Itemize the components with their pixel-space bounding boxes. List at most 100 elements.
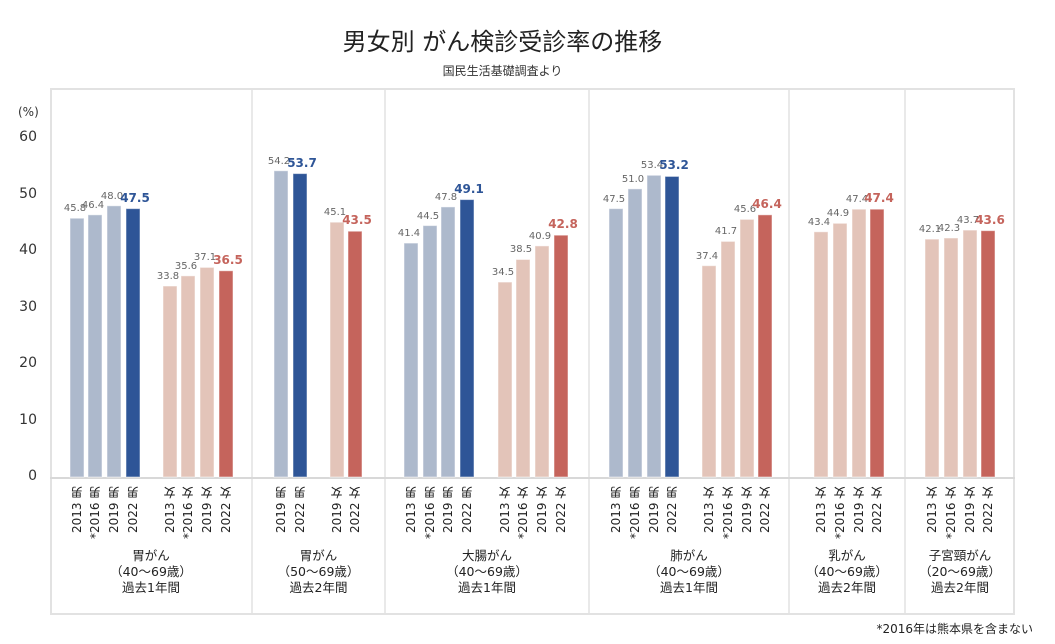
category-label: 2022 男	[126, 487, 140, 534]
category-label: 2019 男	[647, 487, 661, 534]
data-label: 54.2	[267, 155, 291, 167]
section-label: 子宮頸がん （20～69歳） 過去2年間	[919, 548, 1001, 595]
data-label: 49.1	[454, 181, 484, 196]
data-label: 37.1	[193, 252, 217, 264]
data-label: 43.5	[342, 213, 372, 228]
data-label: 42.3	[937, 223, 961, 234]
footnote: *2016年は熊本県を含まない	[876, 622, 1033, 636]
bar-female	[962, 229, 978, 478]
bar-female	[739, 218, 755, 478]
data-label: 47.8	[434, 191, 458, 203]
bar-male	[125, 208, 141, 478]
category-label: 2013 女	[498, 487, 512, 534]
data-label: 47.4	[864, 191, 894, 206]
section-label: 胃がん （50～69歳） 過去2年間	[277, 548, 360, 595]
bar-male	[608, 208, 624, 478]
y-axis-label: (%)	[18, 105, 39, 119]
bar-male	[106, 205, 122, 478]
data-label: 51.0	[621, 173, 645, 185]
category-label: 2013 女	[814, 487, 828, 534]
category-label: 2022 男	[460, 487, 474, 534]
bar-male	[664, 175, 680, 478]
bar-male	[403, 242, 419, 478]
bar-female	[553, 234, 569, 478]
data-label: 48.0	[100, 190, 124, 202]
data-label: 41.4	[397, 228, 421, 240]
y-tick-label: 40	[19, 242, 37, 258]
data-label: 42.8	[548, 217, 578, 232]
plot-area	[50, 88, 1015, 615]
category-label: 2019 女	[330, 487, 344, 534]
data-label: 45.6	[733, 204, 757, 216]
data-label: 44.5	[416, 210, 440, 222]
bar-female	[347, 230, 363, 478]
bar-female	[851, 208, 867, 478]
bar-female	[813, 231, 829, 478]
category-label: 2013 女	[163, 487, 177, 534]
category-label: *2016 女	[833, 487, 847, 540]
data-label: 53.7	[287, 155, 317, 170]
bar-female	[199, 266, 215, 478]
data-label: 45.8	[63, 203, 87, 215]
section-label: 乳がん （40～69歳） 過去2年間	[806, 548, 888, 595]
data-label: 36.5	[213, 252, 243, 267]
bar-female	[701, 265, 717, 478]
bar-female	[757, 214, 773, 478]
y-tick-label: 0	[28, 468, 37, 484]
chart-subtitle: 国民生活基礎調査より	[442, 64, 563, 78]
category-label: 2019 女	[852, 487, 866, 534]
y-tick-label: 20	[19, 355, 37, 371]
bar-female	[534, 245, 550, 478]
bar-male	[440, 206, 456, 478]
bar-male	[292, 173, 308, 478]
chart-title: 男女別 がん検診受診率の推移	[342, 28, 663, 56]
section-label: 大腸がん （40～69歳） 過去1年間	[446, 548, 528, 595]
category-label: 2013 男	[404, 487, 418, 534]
category-label: 2019 男	[441, 487, 455, 534]
bar-female	[832, 222, 848, 478]
bar-male	[627, 188, 643, 478]
data-label: 45.1	[323, 207, 347, 219]
category-label: 2019 男	[107, 487, 121, 534]
category-label: 2013 男	[609, 487, 623, 534]
category-label: *2016 男	[423, 487, 437, 540]
data-label: 34.5	[491, 267, 515, 279]
category-label: 2013 男	[70, 487, 84, 534]
bar-male	[69, 217, 85, 478]
bar-female	[869, 208, 885, 478]
category-label: 2022 男	[665, 487, 679, 534]
bar-male	[646, 174, 662, 478]
y-tick-label: 50	[19, 185, 37, 202]
bar-male	[273, 170, 289, 478]
bar-female	[329, 221, 345, 478]
category-label: 2022 女	[348, 487, 362, 534]
data-label: 35.6	[174, 260, 198, 272]
category-label: 2022 女	[981, 487, 995, 534]
section-label: 肺がん （40～69歳） 過去1年間	[648, 548, 730, 595]
data-label: 38.5	[509, 244, 533, 256]
category-label: 2022 女	[219, 487, 233, 534]
bar-female	[515, 258, 531, 478]
data-label: 37.4	[695, 250, 719, 262]
bar-male	[459, 199, 475, 478]
category-label: *2016 女	[944, 487, 958, 540]
category-label: 2013 女	[702, 487, 716, 534]
data-label: 47.4	[845, 194, 869, 206]
category-label: 2022 女	[870, 487, 884, 534]
bar-female	[218, 270, 234, 478]
bar-female	[943, 237, 959, 478]
bar-female	[162, 285, 178, 478]
category-label: 2019 女	[535, 487, 549, 534]
category-label: 2019 女	[200, 487, 214, 534]
data-label: 53.2	[659, 158, 689, 173]
data-label: 53.4	[640, 160, 664, 172]
bar-female	[980, 230, 996, 478]
data-label: 33.8	[156, 271, 180, 283]
data-label: 40.9	[528, 230, 552, 242]
category-label: *2016 男	[628, 487, 642, 540]
bar-male	[422, 225, 438, 478]
y-tick-label: 30	[19, 298, 37, 315]
data-label: 43.6	[975, 212, 1005, 227]
category-label: *2016 女	[721, 487, 735, 540]
